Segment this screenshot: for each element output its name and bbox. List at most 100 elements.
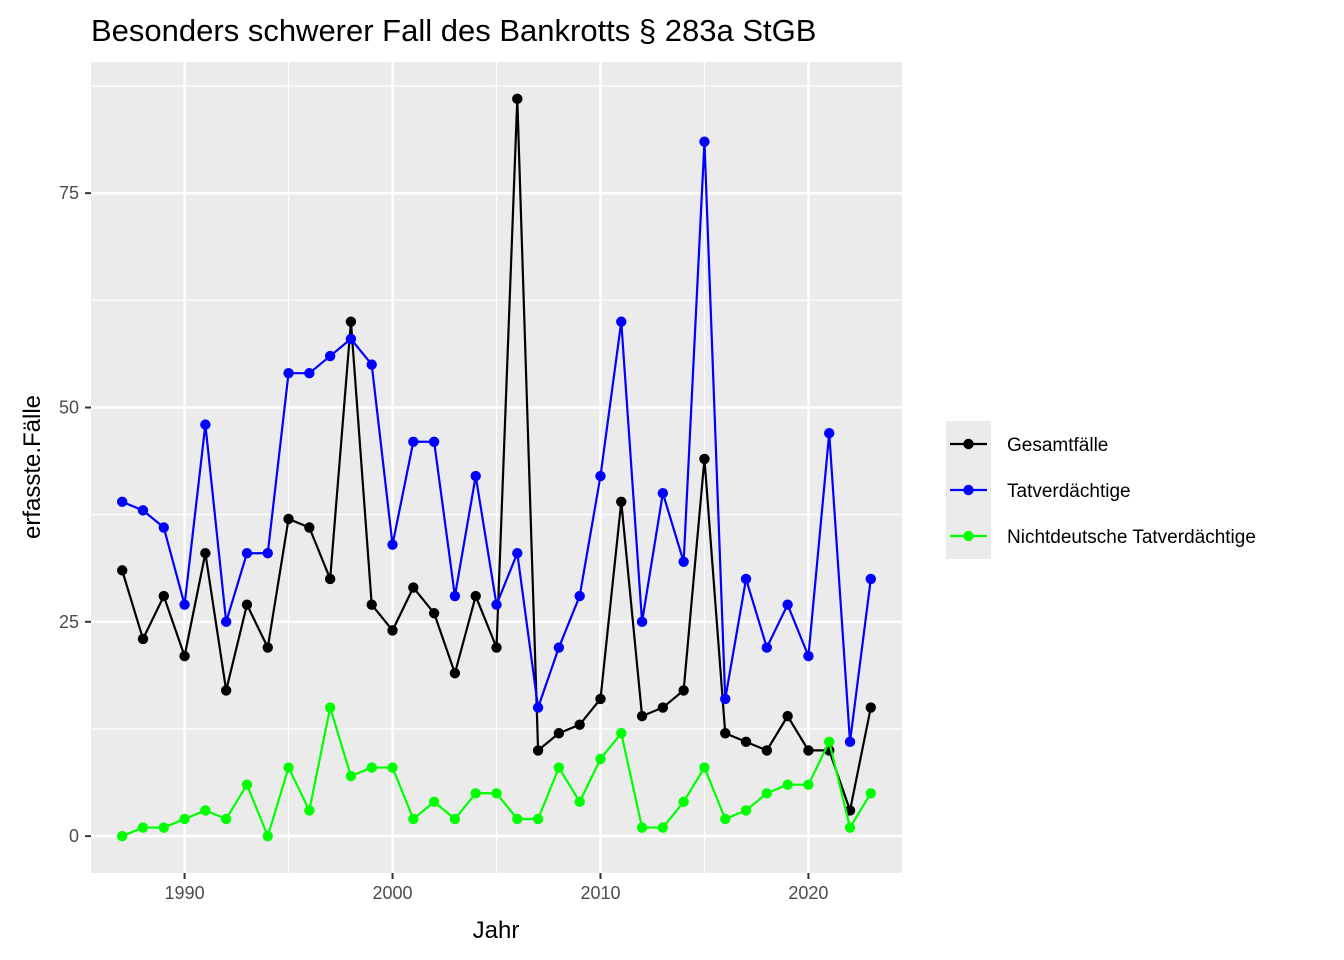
series-layer [116, 93, 877, 842]
data-point [782, 710, 793, 722]
data-point [470, 788, 481, 799]
data-point [491, 642, 502, 653]
data-point [428, 436, 440, 447]
x-tick-label: 2010 [580, 883, 620, 903]
data-point [657, 822, 669, 833]
data-point [553, 642, 565, 653]
data-point [761, 642, 773, 653]
data-point [345, 333, 357, 345]
data-point [387, 539, 398, 550]
data-point [740, 573, 752, 585]
data-point [616, 316, 627, 327]
data-point [678, 796, 689, 808]
data-point [345, 770, 357, 782]
data-point [616, 496, 627, 507]
x-axis-title: Jahr [473, 917, 520, 944]
y-tick-label: 25 [59, 612, 79, 632]
data-point [116, 496, 128, 507]
data-point [283, 513, 294, 525]
chart-title: Besonders schwerer Fall des Bankrotts § … [91, 13, 816, 48]
legend: Gesamtfälle Tatverdächtige Nichtdeutsche T… [946, 421, 1256, 559]
data-point [720, 693, 731, 705]
data-point [241, 548, 253, 559]
data-point [304, 367, 315, 379]
data-point [761, 788, 773, 799]
data-point [137, 505, 149, 516]
data-point [553, 728, 565, 739]
data-point [532, 813, 544, 825]
x-axis: 1990 2000 2010 2020 [165, 873, 828, 903]
data-point [137, 633, 149, 645]
data-point [241, 779, 253, 790]
data-point [262, 830, 273, 842]
data-point [865, 573, 877, 585]
data-point [844, 822, 856, 833]
data-point [408, 436, 419, 447]
data-point [304, 522, 315, 533]
legend-key-point [963, 484, 974, 496]
data-point [366, 762, 377, 773]
data-point [782, 779, 793, 790]
y-axis: 0 25 50 75 [59, 183, 91, 846]
data-point [241, 599, 253, 610]
data-point [761, 745, 773, 756]
data-point [699, 762, 710, 773]
data-point [158, 590, 169, 602]
data-point [324, 702, 336, 713]
data-point [636, 710, 648, 722]
data-point [553, 762, 565, 773]
data-point [657, 702, 669, 713]
data-point [636, 616, 648, 628]
data-point [324, 350, 336, 362]
data-point [512, 813, 523, 825]
data-point [179, 813, 190, 825]
data-point [200, 805, 211, 816]
y-axis-title: erfasste.Fälle [19, 395, 46, 539]
data-point [865, 702, 877, 713]
legend-item: Tatverdächtige [950, 481, 1131, 502]
data-point [200, 419, 211, 430]
major-gridlines [91, 62, 902, 873]
x-tick-label: 1990 [165, 883, 205, 903]
data-point [636, 822, 648, 833]
data-point [491, 788, 502, 799]
data-point [158, 822, 169, 833]
data-point [699, 453, 710, 465]
data-point [512, 93, 523, 105]
data-point [179, 599, 190, 610]
data-point [824, 736, 835, 748]
data-point [158, 522, 169, 533]
data-point [657, 488, 669, 499]
data-point [449, 590, 461, 602]
data-point [387, 762, 398, 773]
data-point [116, 565, 128, 576]
data-point [116, 830, 128, 842]
data-point [532, 702, 544, 713]
data-point [678, 556, 689, 568]
data-point [532, 745, 544, 756]
data-point [844, 736, 856, 748]
data-point [574, 590, 585, 602]
data-point [803, 745, 814, 756]
legend-key-point [963, 530, 974, 542]
data-point [595, 470, 606, 482]
series-2 [116, 136, 877, 748]
data-point [865, 788, 877, 799]
data-point [262, 548, 273, 559]
data-point [200, 548, 211, 559]
data-point [304, 805, 315, 816]
data-point [366, 599, 377, 610]
data-point [803, 650, 814, 662]
data-point [720, 728, 731, 739]
data-point [220, 685, 232, 696]
data-point [740, 736, 752, 748]
data-point [470, 590, 481, 602]
data-point [720, 813, 731, 825]
legend-key-point [963, 438, 974, 450]
data-point [782, 599, 793, 610]
legend-label: Nichtdeutsche Tatverdächtige [1007, 527, 1256, 548]
data-point [366, 359, 377, 370]
data-point [449, 668, 461, 679]
legend-item: Gesamtfälle [950, 435, 1108, 456]
data-point [179, 650, 190, 662]
